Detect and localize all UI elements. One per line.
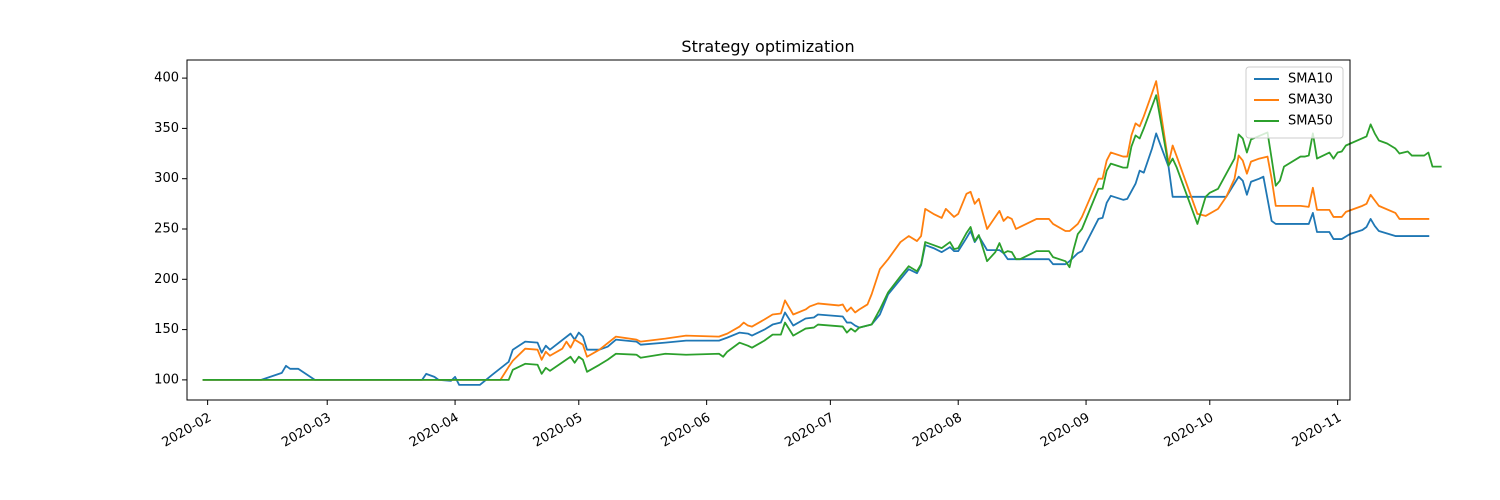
y-axis: 100 150 200 250 300 350 400 — [154, 71, 187, 387]
plot-frame — [186, 59, 1351, 401]
y-tick-label: 150 — [154, 322, 179, 337]
y-tick-label: 100 — [154, 372, 179, 387]
series-layer — [202, 80, 1442, 386]
series-line-sma50 — [202, 94, 1442, 381]
y-tick-label: 400 — [154, 71, 179, 86]
y-tick-label: 250 — [154, 221, 179, 236]
series-line-sma30 — [202, 80, 1430, 381]
legend: SMA10 SMA30 SMA50 — [1245, 66, 1344, 139]
legend-label-sma10: SMA10 — [1288, 72, 1333, 87]
chart-title: Strategy optimization — [681, 37, 854, 56]
y-tick-label: 300 — [154, 171, 179, 186]
legend-label-sma30: SMA30 — [1288, 93, 1333, 108]
y-tick-label: 200 — [154, 272, 179, 287]
y-tick-label: 350 — [154, 121, 179, 136]
legend-label-sma50: SMA50 — [1288, 114, 1333, 129]
